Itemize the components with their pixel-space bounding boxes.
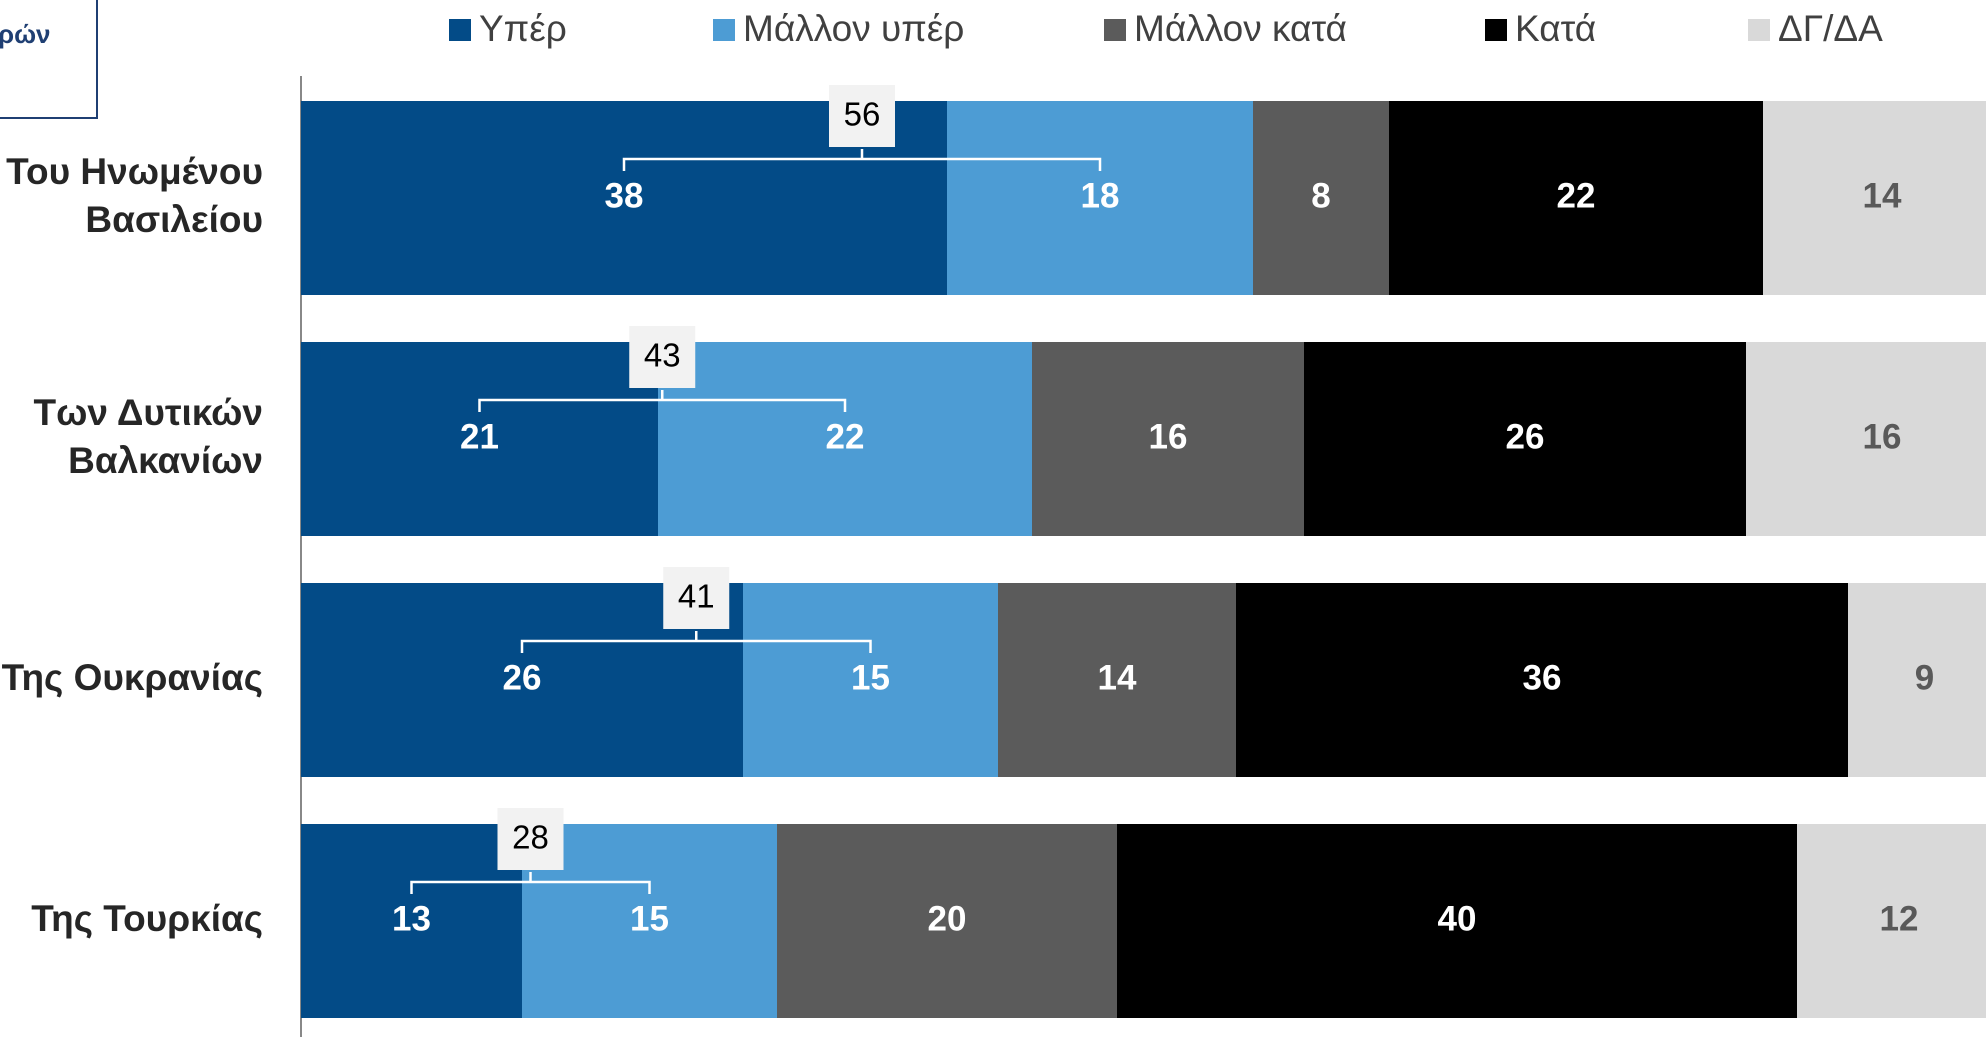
bar-segment: [522, 824, 777, 1018]
bar-value-label: 26: [1506, 417, 1545, 456]
category-label-line: Βαλκανίων: [68, 440, 263, 481]
bar-value-label: 14: [1863, 176, 1902, 215]
bar-value-label: 12: [1880, 899, 1919, 938]
bar-segment: [777, 824, 1117, 1018]
bar-value-label: 38: [605, 176, 644, 215]
total-box: [829, 85, 895, 147]
bar-value-label: 22: [826, 417, 865, 456]
bar-segment: [743, 583, 998, 777]
total-bracket: [478, 390, 847, 412]
legend-swatch: [449, 19, 471, 41]
legend-label: Μάλλον κατά: [1134, 8, 1347, 49]
bar-segment: [1117, 824, 1797, 1018]
bar-value-label: 15: [851, 658, 890, 697]
bar-segment: [998, 583, 1236, 777]
bar-value-label: 18: [1081, 176, 1120, 215]
bar-value-label: 36: [1523, 658, 1562, 697]
category-label: Της Τουρκίας: [31, 898, 263, 939]
bar-segment: [1304, 342, 1746, 536]
total-box: [497, 808, 564, 870]
bar-segment: [947, 101, 1253, 295]
total-label: 41: [678, 578, 715, 615]
total-label: 43: [644, 337, 681, 374]
total-bracket: [410, 872, 651, 894]
note-box: [0, 0, 98, 119]
legend-swatch: [713, 19, 735, 41]
bar-value-label: 13: [392, 899, 431, 938]
bar-value-label: 21: [460, 417, 499, 456]
total-box: [663, 567, 730, 629]
bar-segment: [1389, 101, 1763, 295]
category-label: Του Ηνωμένου Βασιλείου: [6, 151, 263, 240]
category-label: Των Δυτικών Βαλκανίων: [34, 392, 264, 481]
bar-value-label: 40: [1438, 899, 1477, 938]
bar-segment: [1032, 342, 1304, 536]
bar-segment: [1763, 101, 1986, 295]
category-label-line: Των Δυτικών: [34, 392, 264, 433]
bar-value-label: 26: [503, 658, 542, 697]
bar-value-label: 20: [928, 899, 967, 938]
note-text: ρών: [0, 19, 51, 49]
legend-swatch: [1104, 19, 1126, 41]
bar-value-label: 8: [1311, 176, 1330, 215]
bar-segment: [1848, 583, 1986, 777]
bar-segment: [1746, 342, 1986, 536]
bar-value-label: 16: [1863, 417, 1902, 456]
bar-value-label: 9: [1915, 658, 1934, 697]
bar-segment: [1797, 824, 1986, 1018]
category-label: Της Ουκρανίας: [2, 657, 263, 698]
total-bracket: [520, 631, 872, 653]
legend-swatch: [1748, 19, 1770, 41]
bar-segment: [658, 342, 1032, 536]
bar-value-label: 15: [630, 899, 669, 938]
bar-value-label: 14: [1098, 658, 1137, 697]
legend-swatch: [1485, 19, 1507, 41]
legend-label: Υπέρ: [479, 8, 567, 49]
total-label: 28: [512, 819, 549, 856]
bar-segment: [1253, 101, 1389, 295]
legend-label: Μάλλον υπέρ: [743, 8, 964, 49]
category-label-line: Βασιλείου: [85, 199, 263, 240]
bar-value-label: 22: [1557, 176, 1596, 215]
category-label-line: Του Ηνωμένου: [6, 151, 263, 192]
bar-segment: [301, 824, 522, 1018]
total-label: 56: [844, 96, 881, 133]
total-bracket: [622, 149, 1102, 171]
bar-segment: [1236, 583, 1848, 777]
legend-label: Κατά: [1515, 8, 1596, 49]
legend-label: ΔΓ/ΔΑ: [1778, 8, 1883, 49]
bar-segment: [301, 342, 658, 536]
total-box: [629, 326, 696, 388]
bar-value-label: 16: [1149, 417, 1188, 456]
